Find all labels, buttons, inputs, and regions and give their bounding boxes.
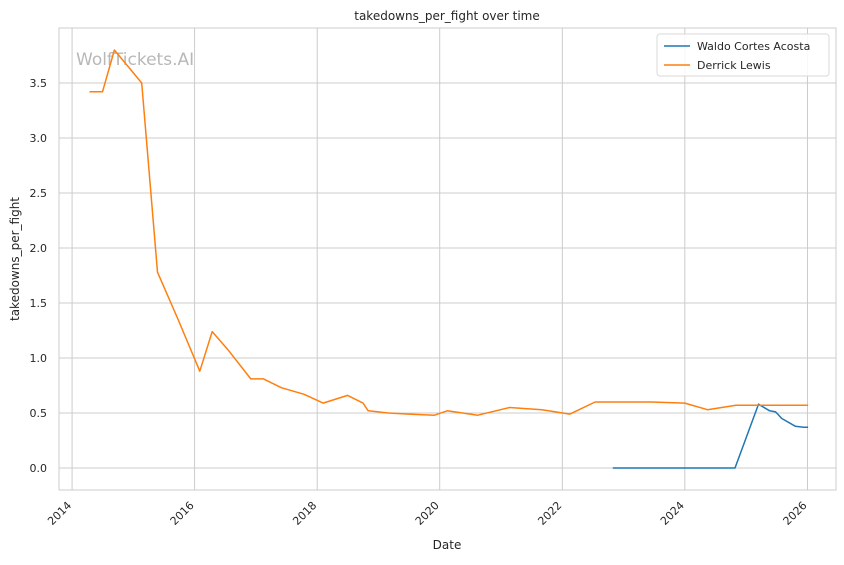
y-tick-label: 3.5 [30, 77, 48, 90]
grid [59, 28, 836, 490]
legend-box [656, 33, 830, 77]
x-tick-label: 2024 [658, 499, 687, 528]
chart-title: takedowns_per_fight over time [354, 9, 540, 23]
y-tick-label: 3.0 [30, 132, 48, 145]
watermark: WolfTickets.AI [76, 50, 194, 70]
plot-area [58, 27, 837, 491]
x-tick-label: 2026 [781, 499, 810, 528]
series-line-1 [612, 403, 809, 469]
y-tick-label: 0.5 [30, 407, 48, 420]
legend-label: Waldo Cortes Acosta [697, 40, 810, 53]
y-tick-label: 2.0 [30, 242, 48, 255]
y-tick-label: 1.5 [30, 297, 48, 310]
y-tick-label: 2.5 [30, 187, 48, 200]
y-tick-label: 0.0 [30, 462, 48, 475]
legend: Waldo Cortes Acosta Derrick Lewis [656, 33, 830, 77]
x-tick-label: 2016 [168, 499, 197, 528]
y-tick-label: 1.0 [30, 352, 48, 365]
series-line-2 [89, 49, 809, 416]
series-layer [89, 49, 809, 469]
x-tick-label: 2022 [535, 499, 564, 528]
x-tick-label: 2018 [290, 499, 319, 528]
x-tick-label: 2014 [45, 499, 74, 528]
y-axis-label: takedowns_per_fight [8, 197, 22, 321]
legend-label: Derrick Lewis [697, 59, 771, 72]
x-tick-label: 2020 [413, 499, 442, 528]
x-axis-label: Date [433, 538, 462, 552]
